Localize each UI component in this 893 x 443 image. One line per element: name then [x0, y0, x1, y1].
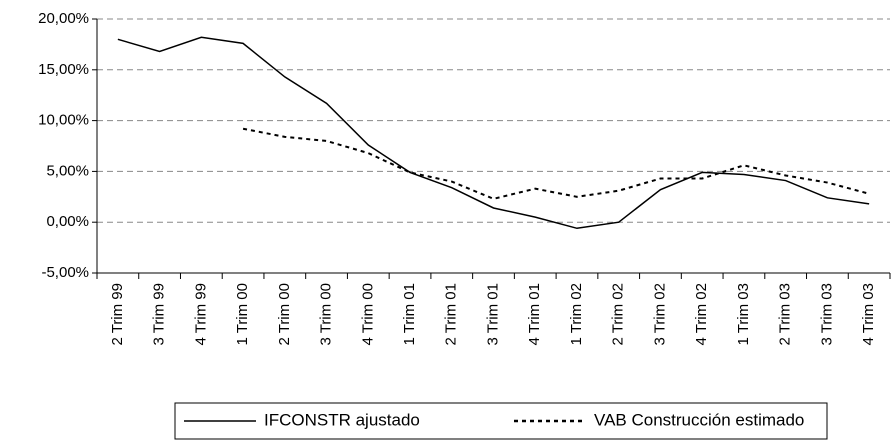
x-tick-label: 3 Trim 03: [818, 283, 835, 346]
x-tick-label: 1 Trim 01: [401, 283, 418, 346]
x-tick-label: 1 Trim 02: [568, 283, 585, 346]
x-tick-label: 1 Trim 00: [234, 283, 251, 346]
y-tick-label: 0,00%: [46, 213, 89, 230]
x-tick-label: 2 Trim 99: [109, 283, 126, 346]
y-tick-label: -5,00%: [41, 264, 89, 281]
x-tick-label: 2 Trim 02: [610, 283, 627, 346]
x-tick-label: 4 Trim 02: [693, 283, 710, 346]
series-line: [117, 36, 870, 230]
y-tick-label: 15,00%: [38, 61, 89, 78]
legend-box: [174, 402, 828, 440]
legend-label: VAB Construcción estimado: [594, 410, 804, 429]
x-tick-label: 3 Trim 00: [318, 283, 335, 346]
x-tick-label: 3 Trim 02: [651, 283, 668, 346]
x-tick-label: 2 Trim 03: [777, 283, 794, 346]
y-tick-label: 20,00%: [38, 10, 89, 27]
series-line: [242, 127, 870, 200]
x-tick-label: 1 Trim 03: [735, 283, 752, 346]
y-tick-label: 5,00%: [46, 162, 89, 179]
y-tick-label: 10,00%: [38, 112, 89, 129]
x-tick-label: 3 Trim 01: [484, 283, 501, 346]
x-tick-label: 4 Trim 99: [192, 283, 209, 346]
x-tick-label: 2 Trim 01: [443, 283, 460, 346]
x-tick-label: 4 Trim 03: [860, 283, 877, 346]
x-tick-label: 3 Trim 99: [151, 283, 168, 346]
x-tick-label: 2 Trim 00: [276, 283, 293, 346]
legend-label: IFCONSTR ajustado: [264, 410, 420, 429]
x-tick-label: 4 Trim 01: [526, 283, 543, 346]
x-tick-label: 4 Trim 00: [359, 283, 376, 346]
